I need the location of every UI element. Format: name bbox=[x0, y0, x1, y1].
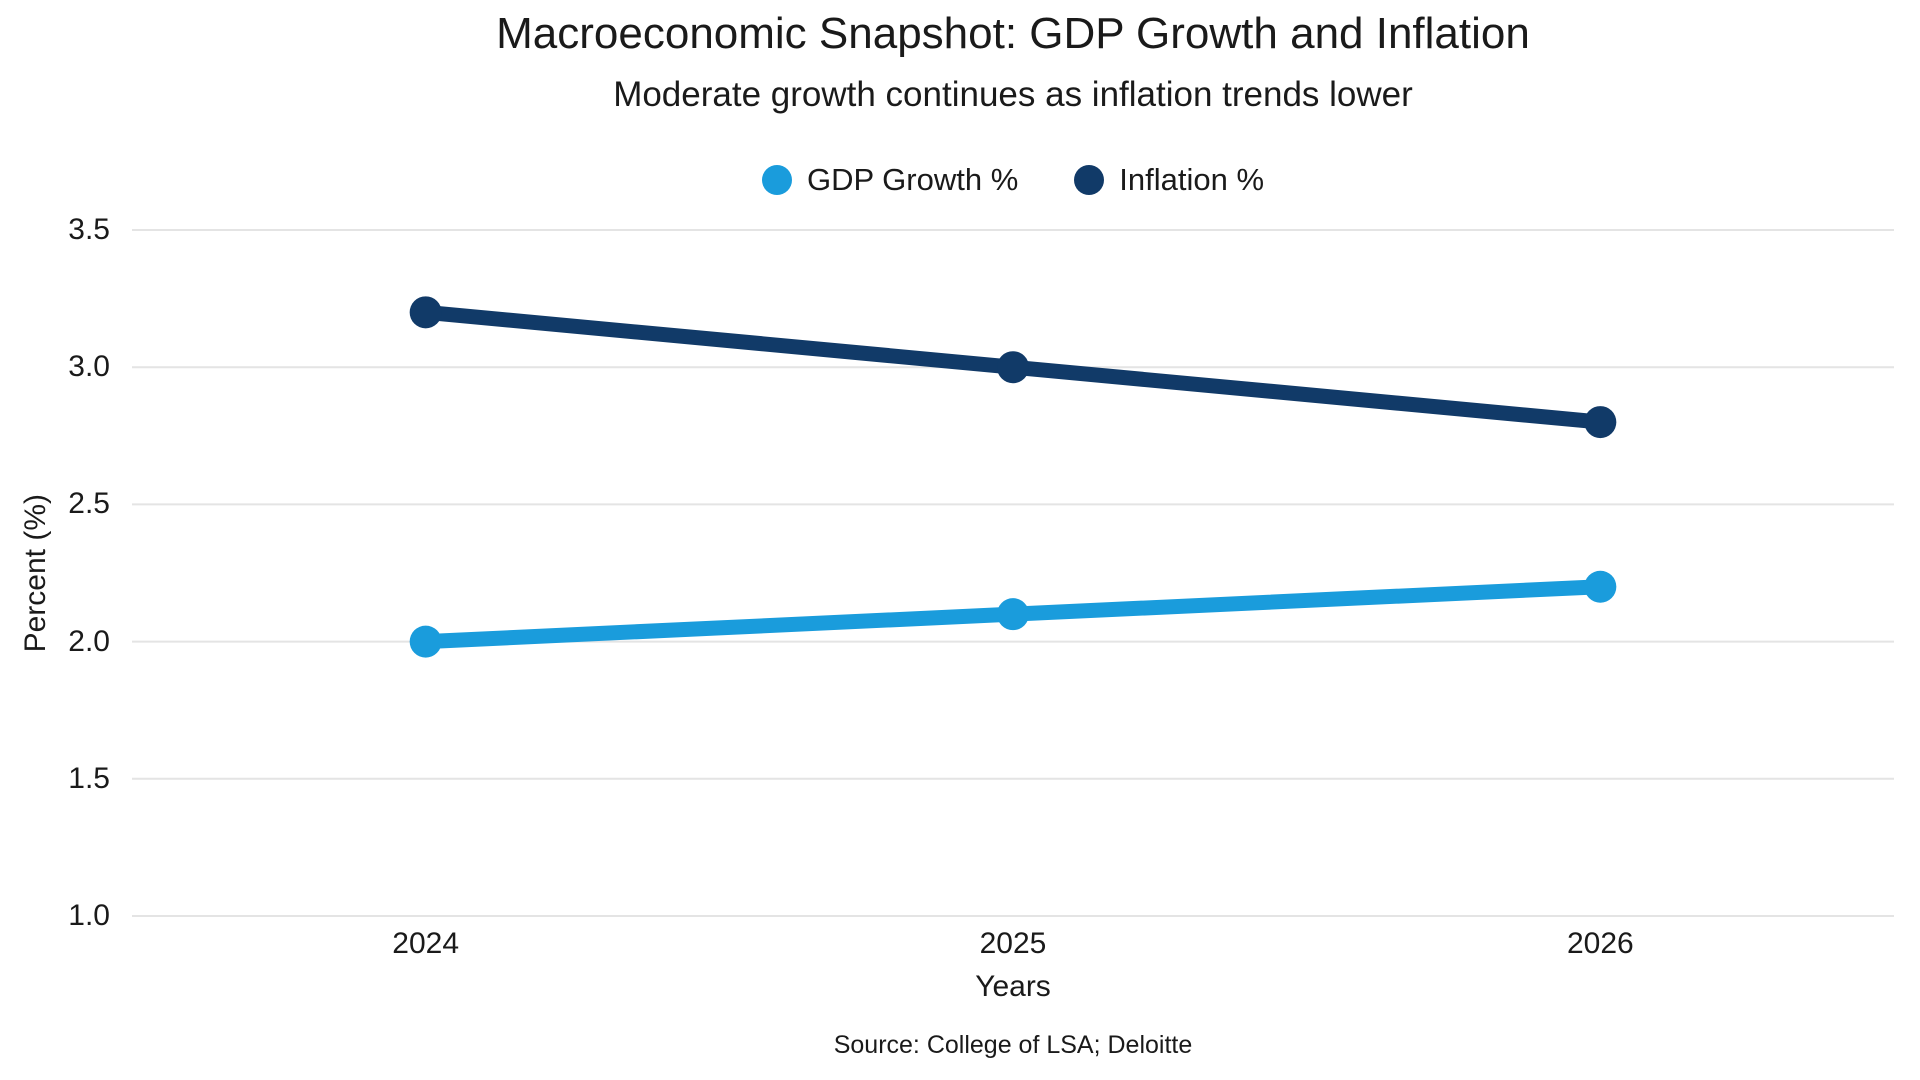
x-tick-label: 2024 bbox=[392, 927, 460, 960]
inflation-point-2026 bbox=[1584, 406, 1617, 439]
y-tick-label: 2.0 bbox=[68, 624, 110, 658]
line-chart bbox=[132, 229, 1894, 917]
x-tick-label: 2026 bbox=[1566, 927, 1634, 960]
legend-item-gdp-growth: GDP Growth % bbox=[761, 162, 1019, 198]
x-tick-label: 2025 bbox=[979, 927, 1047, 960]
gdp-growth-point-2025 bbox=[997, 598, 1029, 631]
inflation-point-2025 bbox=[997, 351, 1029, 384]
chart-subtitle: Moderate growth continues as inflation t… bbox=[613, 75, 1413, 114]
legend: GDP Growth % Inflation % bbox=[132, 160, 1894, 200]
legend-label: Inflation % bbox=[1119, 162, 1265, 197]
inflation-legend-marker-icon bbox=[1074, 165, 1105, 195]
y-tick-label: 1.0 bbox=[68, 899, 110, 932]
x-axis-title: Years bbox=[975, 970, 1051, 1003]
gdp-growth-point-2026 bbox=[1584, 570, 1617, 603]
x-axis-ticks: 2024 2025 2026 bbox=[132, 929, 1894, 965]
plot-area bbox=[132, 229, 1894, 917]
chart-title: Macroeconomic Snapshot: GDP Growth and I… bbox=[496, 9, 1530, 58]
source-note: Source: College of LSA; Deloitte bbox=[833, 1031, 1193, 1059]
y-tick-label: 3.5 bbox=[68, 213, 110, 246]
gdp-growth-point-2024 bbox=[409, 625, 442, 658]
y-tick-label: 2.5 bbox=[68, 487, 110, 521]
legend-item-inflation: Inflation % bbox=[1074, 162, 1264, 198]
y-tick-label: 1.5 bbox=[68, 761, 110, 795]
inflation-point-2024 bbox=[409, 296, 442, 329]
y-tick-label: 3.0 bbox=[68, 350, 110, 384]
legend-label: GDP Growth % bbox=[806, 162, 1019, 197]
y-axis-ticks: 1.0 1.5 2.0 2.5 3.0 3.5 bbox=[0, 215, 110, 931]
gdp-growth-legend-marker-icon bbox=[761, 165, 792, 195]
